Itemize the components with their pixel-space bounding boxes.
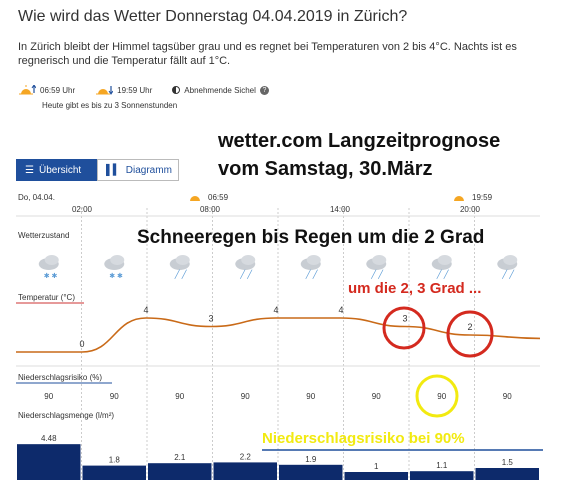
sunrise-marker-time: 06:59 xyxy=(208,193,229,202)
time-tick-label: 14:00 xyxy=(330,205,351,214)
temperature-value-label: 4 xyxy=(143,305,148,315)
annotation-snow-rain: Schneeregen bis Regen um die 2 Grad xyxy=(137,227,484,248)
help-icon[interactable]: ? xyxy=(259,85,269,95)
sunset-marker-time: 19:59 xyxy=(472,193,493,202)
tab-overview[interactable]: ☰ Übersicht xyxy=(16,159,97,181)
precip-risk-value: 90 xyxy=(372,392,381,401)
temperature-value-label: 4 xyxy=(273,305,278,315)
forecast-chart: Do, 04.04. 06:59 19:59 02:00 08:00 14:00 20:00… xyxy=(15,193,543,480)
annotation-circle-red-2 xyxy=(446,310,494,358)
precip-risk-value: 90 xyxy=(306,392,315,401)
precip-bar xyxy=(82,465,146,480)
tab-diagram-label: Diagramm xyxy=(125,164,172,176)
page-title: Wie wird das Wetter Donnerstag 04.04.201… xyxy=(18,8,408,25)
sunrise-marker-icon xyxy=(190,196,200,201)
raindrop-icon: ╱ ╱ xyxy=(305,269,319,279)
precip-risk-value: 90 xyxy=(503,392,512,401)
section-label-temperature: Temperatur (°C) xyxy=(18,293,75,302)
precip-bar xyxy=(148,463,212,480)
date-label: Do, 04.04. xyxy=(18,193,55,202)
cloud-icon-top xyxy=(110,255,125,265)
precip-risk-value: 90 xyxy=(241,392,250,401)
snowflake-icon: ✱ ✱ xyxy=(109,272,123,280)
annotation-title-line1: wetter.com Langzeitprognose xyxy=(218,130,501,152)
bar-chart-icon: ▌▍ xyxy=(106,164,121,176)
precip-amount-label: 1 xyxy=(374,462,379,471)
moon-phase: Abnehmende Sichel xyxy=(184,85,256,95)
raindrop-icon: ╱ ╱ xyxy=(370,269,384,279)
time-tick-label: 02:00 xyxy=(72,205,93,214)
temperature-value-label: 4 xyxy=(338,305,343,315)
list-icon: ☰ xyxy=(25,164,34,176)
temperature-line xyxy=(15,317,541,353)
precip-amount-label: 1.8 xyxy=(109,456,121,465)
tab-overview-label: Übersicht xyxy=(38,164,82,176)
precip-bar xyxy=(17,444,81,480)
raindrop-icon: ╱ ╱ xyxy=(174,269,188,279)
cloud-icon-top xyxy=(241,255,256,265)
cloud-icon-top xyxy=(175,255,190,265)
annotation-circle-yellow xyxy=(415,374,459,418)
precip-amount-label: 4.48 xyxy=(41,434,57,443)
sunrise-time: 06:59 Uhr xyxy=(40,85,76,95)
precip-risk-value: 90 xyxy=(175,392,184,401)
annotation-circle-red-1 xyxy=(382,306,426,350)
precip-bar xyxy=(344,472,408,480)
section-label-condition: Wetterzustand xyxy=(18,231,69,240)
raindrop-icon: ╱ ╱ xyxy=(501,269,515,279)
tab-diagram[interactable]: ▌▍ Diagramm xyxy=(97,159,179,181)
cloud-icon-top xyxy=(437,255,452,265)
temperature-value-label: 3 xyxy=(402,314,407,324)
view-tabs: ☰ Übersicht ▌▍ Diagramm xyxy=(16,159,179,181)
raindrop-icon: ╱ ╱ xyxy=(239,269,253,279)
sun-info-row: 06:59 Uhr 19:59 Uhr Abnehmende Sichel ? xyxy=(18,85,269,95)
precip-bar xyxy=(475,468,539,480)
section-label-precip-amount: Niederschlagsmenge (l/m²) xyxy=(18,411,114,420)
precip-risk-value: 90 xyxy=(44,392,53,401)
cloud-icon-top xyxy=(306,255,321,265)
temperature-value-label: 2 xyxy=(467,322,472,332)
precip-risk-value: 90 xyxy=(437,392,446,401)
snowflake-icon: ✱ ✱ xyxy=(44,272,58,280)
section-label-precip-risk: Niederschlagsrisiko (%) xyxy=(18,373,102,382)
weather-summary: In Zürich bleibt der Himmel tagsüber gra… xyxy=(18,41,517,67)
annotation-title-line2: vom Samstag, 30.März xyxy=(218,158,433,180)
sunrise-icon xyxy=(18,85,36,95)
annotation-risk-note: Niederschlagsrisiko bei 90% xyxy=(262,430,465,447)
raindrop-icon: ╱ ╱ xyxy=(436,269,450,279)
precip-bar xyxy=(213,462,277,480)
sunset-time: 19:59 Uhr xyxy=(117,85,153,95)
cloud-icon-top xyxy=(44,255,59,265)
time-tick-label: 08:00 xyxy=(200,205,221,214)
temperature-value-label: 0 xyxy=(79,339,84,349)
moon-icon xyxy=(172,86,181,94)
sunset-marker-icon xyxy=(454,196,464,201)
temperature-value-label: 3 xyxy=(208,314,213,324)
annotation-temp-note: um die 2, 3 Grad ... xyxy=(348,280,481,297)
sunshine-hours: Heute gibt es bis zu 3 Sonnenstunden xyxy=(42,101,178,110)
precip-bar xyxy=(410,471,474,480)
time-tick-label: 20:00 xyxy=(460,205,481,214)
precip-amount-label: 1.1 xyxy=(436,461,448,470)
precip-amount-label: 2.2 xyxy=(240,452,252,461)
cloud-icon-top xyxy=(372,255,387,265)
precip-risk-value: 90 xyxy=(110,392,119,401)
cloud-icon-top xyxy=(503,255,518,265)
sunset-icon xyxy=(95,85,114,95)
precip-amount-label: 1.9 xyxy=(305,455,317,464)
precip-bar xyxy=(279,464,343,480)
precip-amount-label: 1.5 xyxy=(502,458,514,467)
annotation-title: wetter.com Langzeitprognose vom Samstag,… xyxy=(218,127,500,183)
precip-amount-label: 2.1 xyxy=(174,453,186,462)
